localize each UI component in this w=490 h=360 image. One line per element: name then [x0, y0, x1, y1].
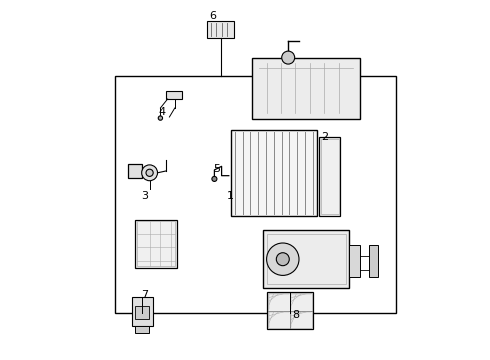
Bar: [207, 21, 234, 38]
Bar: [268, 293, 312, 328]
Text: 7: 7: [141, 290, 148, 300]
Circle shape: [146, 169, 153, 176]
Bar: [252, 58, 360, 119]
Bar: [116, 76, 396, 313]
Bar: [369, 245, 378, 277]
Bar: [319, 137, 341, 216]
Text: 1: 1: [227, 191, 234, 201]
Circle shape: [282, 51, 294, 64]
Circle shape: [142, 165, 157, 181]
Bar: [137, 221, 175, 266]
Bar: [231, 130, 317, 216]
Bar: [132, 297, 153, 326]
Circle shape: [212, 176, 217, 181]
Bar: [166, 91, 182, 99]
Bar: [263, 230, 349, 288]
Circle shape: [267, 243, 299, 275]
Text: 8: 8: [292, 310, 299, 320]
Text: 6: 6: [209, 11, 216, 21]
Bar: [135, 220, 176, 268]
Bar: [135, 326, 149, 333]
Text: 4: 4: [159, 107, 166, 117]
Text: 2: 2: [320, 132, 328, 142]
Bar: [135, 306, 149, 319]
Bar: [128, 164, 143, 178]
Circle shape: [276, 253, 289, 266]
Bar: [320, 139, 339, 214]
Bar: [267, 234, 346, 284]
Text: 5: 5: [213, 164, 220, 174]
Bar: [267, 292, 314, 329]
Circle shape: [158, 116, 163, 120]
Text: 3: 3: [141, 191, 147, 201]
Bar: [349, 245, 360, 277]
